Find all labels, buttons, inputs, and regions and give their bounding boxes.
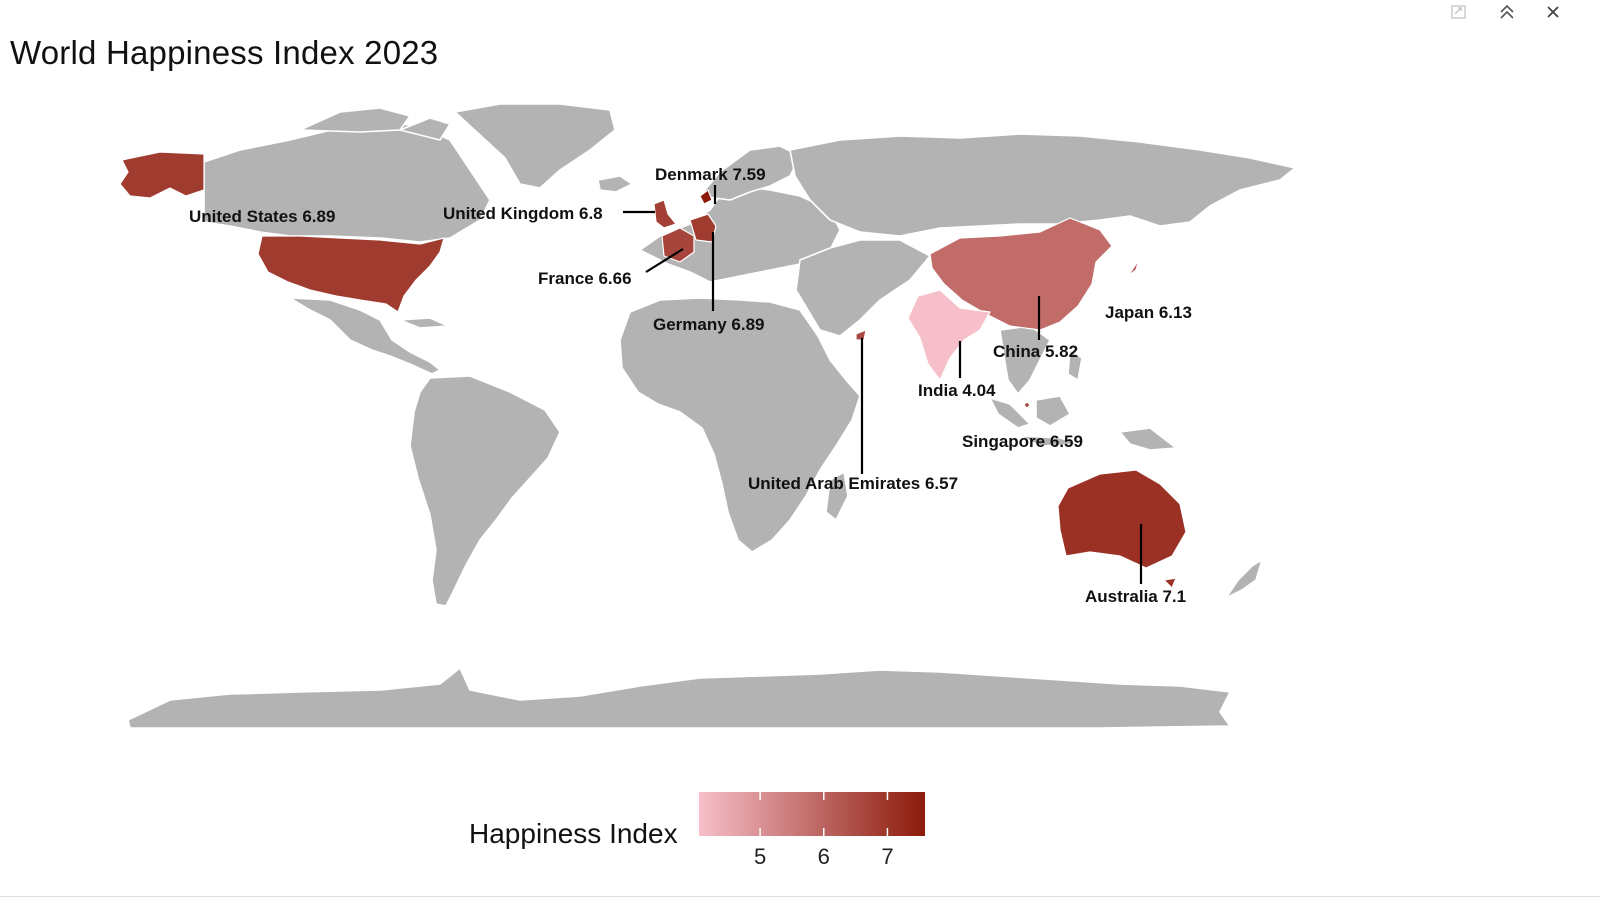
label-united-kingdom: United Kingdom 6.8: [443, 204, 603, 223]
landmass-russia: [789, 133, 1296, 237]
label-china: China 5.82: [993, 342, 1078, 361]
country-tasmania: [1163, 577, 1177, 589]
landmass-java: [1019, 435, 1081, 447]
toolbar: [1440, 0, 1600, 24]
legend-colorbar: 5 6 7: [699, 792, 925, 869]
landmass-sumatra: [989, 397, 1031, 429]
legend-tick-label: 6: [818, 844, 830, 869]
country-australia: [1057, 469, 1187, 569]
label-denmark: Denmark 7.59: [655, 165, 766, 184]
world-map: United States 6.89 Denmark 7.59 United K…: [119, 103, 1296, 729]
legend-tick-label: 7: [881, 844, 893, 869]
legend-tick-label: 5: [754, 844, 766, 869]
country-denmark: [699, 189, 713, 205]
country-united-kingdom: [653, 199, 677, 229]
label-germany: Germany 6.89: [653, 315, 765, 334]
country-alaska: [119, 151, 205, 199]
label-united-arab-emirates: United Arab Emirates 6.57: [748, 474, 958, 493]
landmass-philippines: [1067, 349, 1083, 381]
country-singapore: [1023, 401, 1031, 409]
landmass-iceland: [597, 175, 633, 193]
landmass-borneo: [1035, 395, 1071, 427]
country-united-arab-emirates: [855, 329, 867, 341]
landmass-arctic-islands: [299, 107, 411, 133]
label-france: France 6.66: [538, 269, 632, 288]
label-australia: Australia 7.1: [1085, 587, 1186, 606]
country-india: [907, 289, 991, 381]
label-united-states: United States 6.89: [189, 207, 335, 226]
landmass-new-zealand: [1225, 559, 1263, 599]
landmass-new-guinea: [1119, 427, 1177, 451]
landmass-mexico: [289, 297, 441, 375]
country-france: [661, 227, 695, 263]
landmass-antarctica: [127, 667, 1231, 729]
landmass-south-america: [409, 375, 561, 607]
leader-france: [645, 248, 684, 273]
label-india: India 4.04: [918, 381, 996, 400]
landmass-cuba: [399, 317, 449, 329]
legend-gradient: [699, 792, 925, 836]
collapse-icon[interactable]: [1496, 1, 1518, 23]
map-title: World Happiness Index 2023: [10, 34, 439, 71]
bottom-divider: [0, 896, 1600, 897]
country-china: [929, 217, 1113, 331]
close-icon[interactable]: [1542, 1, 1564, 23]
landmass-greenland: [454, 103, 616, 189]
landmass-southeast-asia: [999, 325, 1051, 395]
country-japan: [1127, 243, 1149, 277]
country-united-states: [257, 235, 445, 313]
label-japan: Japan 6.13: [1105, 303, 1192, 322]
legend-title: Happiness Index: [469, 818, 678, 849]
export-icon[interactable]: [1448, 1, 1470, 23]
landmass-middle-east: [795, 239, 931, 337]
landmass-africa: [619, 297, 861, 553]
landmass-arctic-islands-2: [399, 117, 451, 141]
label-singapore: Singapore 6.59: [962, 432, 1083, 451]
landmass-madagascar: [825, 471, 849, 521]
